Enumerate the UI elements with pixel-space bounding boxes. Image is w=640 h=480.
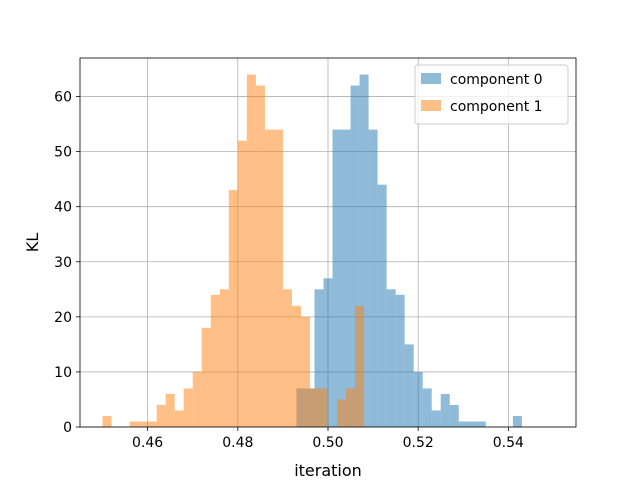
bar-series-1	[183, 388, 193, 427]
bar-series-1	[129, 421, 139, 427]
legend-label: component 1	[450, 99, 543, 115]
bar-series-0	[404, 344, 414, 427]
bar-series-0	[368, 129, 378, 427]
bar-series-0	[359, 74, 369, 427]
bar-series-1	[174, 410, 184, 427]
bar-series-1	[337, 399, 347, 427]
bar-series-1	[282, 289, 292, 427]
legend-label: component 0	[450, 72, 543, 88]
bar-series-0	[341, 129, 351, 427]
bar-series-0	[476, 421, 486, 427]
legend-swatch	[421, 73, 441, 84]
bar-series-1	[246, 74, 256, 427]
legend-box	[414, 64, 569, 125]
bar-series-0	[512, 415, 522, 427]
bar-series-1	[255, 85, 265, 427]
y-tick-label: 60	[54, 90, 72, 106]
bar-series-1	[138, 421, 148, 427]
bar-series-0	[413, 371, 423, 427]
bar-series-0	[377, 184, 387, 427]
bar-series-1	[147, 421, 157, 427]
bar-series-1	[237, 140, 247, 427]
bar-series-0	[395, 294, 405, 427]
bar-series-1	[291, 305, 301, 427]
bar-series-1	[318, 388, 328, 427]
bar-series-1	[300, 316, 310, 427]
bar-series-0	[386, 289, 396, 427]
x-tick-label: 0.46	[132, 435, 163, 451]
bar-series-1	[165, 393, 175, 427]
bar-series-0	[422, 388, 432, 427]
bar-series-0	[323, 278, 333, 427]
bar-series-1	[355, 305, 365, 427]
bar-series-1	[346, 388, 356, 427]
bar-series-1	[192, 371, 202, 427]
bar-series-0	[440, 393, 450, 427]
bar-series-0	[350, 85, 360, 427]
bar-series-1	[210, 294, 220, 427]
bar-series-1	[273, 129, 283, 427]
x-tick-label: 0.48	[222, 435, 253, 451]
y-tick-label: 0	[63, 420, 72, 436]
bar-series-0	[467, 421, 477, 427]
x-tick-label: 0.50	[312, 435, 343, 451]
y-tick-label: 40	[54, 200, 72, 216]
x-tick-label: 0.54	[493, 435, 524, 451]
y-tick-label: 30	[54, 255, 72, 271]
bar-series-1	[264, 129, 274, 427]
bar-series-0	[449, 404, 459, 427]
bar-series-1	[201, 327, 211, 427]
bar-series-1	[156, 404, 166, 427]
bar-series-1	[309, 388, 319, 427]
x-tick-label: 0.52	[403, 435, 434, 451]
legend: component 0 component 1	[414, 64, 569, 125]
bar-series-1	[102, 415, 112, 427]
y-tick-label: 20	[54, 310, 72, 326]
bar-series-0	[431, 410, 441, 427]
legend-swatch	[421, 100, 441, 111]
bar-series-1	[219, 289, 229, 427]
bar-series-0	[458, 421, 468, 427]
bar-series-0	[332, 129, 342, 427]
bars	[102, 74, 522, 427]
axis-ticks: 0.46 0.48 0.50 0.52 0.54 0 10 20 30 40 50 60	[54, 90, 524, 451]
y-tick-label: 50	[54, 145, 72, 161]
x-axis-label: iteration	[294, 461, 362, 480]
bar-series-0	[314, 289, 324, 427]
y-tick-label: 10	[54, 365, 72, 381]
bar-series-1	[228, 190, 238, 427]
y-axis-label: KL	[23, 233, 42, 252]
